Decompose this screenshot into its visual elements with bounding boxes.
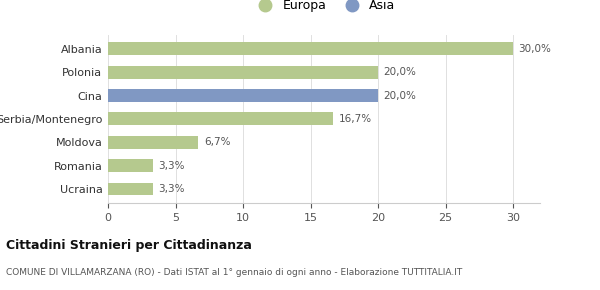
Bar: [108, 66, 378, 79]
Bar: [108, 182, 152, 195]
Text: 6,7%: 6,7%: [204, 137, 230, 147]
Bar: [108, 159, 152, 172]
Legend: Europa, Asia: Europa, Asia: [248, 0, 400, 17]
Text: 30,0%: 30,0%: [518, 44, 551, 54]
Bar: [108, 136, 199, 149]
Text: 16,7%: 16,7%: [339, 114, 372, 124]
Bar: [108, 42, 513, 55]
Text: 20,0%: 20,0%: [383, 67, 416, 77]
Bar: [108, 89, 378, 102]
Text: Cittadini Stranieri per Cittadinanza: Cittadini Stranieri per Cittadinanza: [6, 239, 252, 252]
Text: COMUNE DI VILLAMARZANA (RO) - Dati ISTAT al 1° gennaio di ogni anno - Elaborazio: COMUNE DI VILLAMARZANA (RO) - Dati ISTAT…: [6, 268, 462, 277]
Text: 20,0%: 20,0%: [383, 90, 416, 101]
Text: 3,3%: 3,3%: [158, 161, 184, 171]
Text: 3,3%: 3,3%: [158, 184, 184, 194]
Bar: [108, 113, 334, 125]
